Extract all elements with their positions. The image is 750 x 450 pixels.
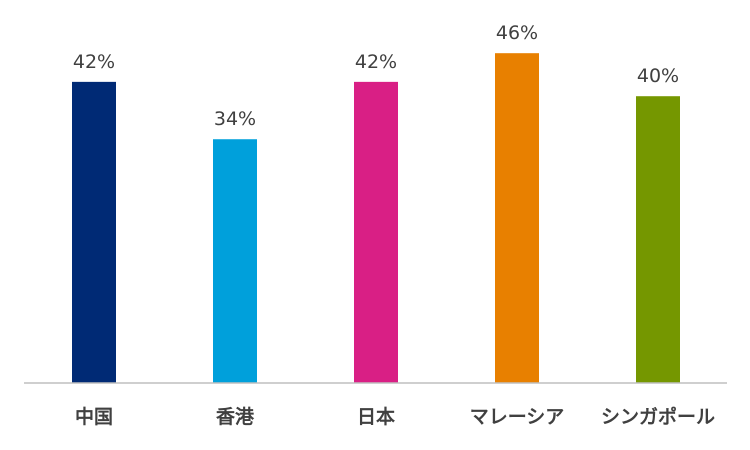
data-label-2: 34% (214, 108, 256, 130)
category-label-4: マレーシア (470, 406, 565, 428)
bar-1 (72, 81, 116, 384)
data-label-4: 46% (496, 22, 538, 44)
category-label-5: シンガポール (601, 405, 715, 428)
value-labels-group: 42% 34% 42% 46% 40% (73, 22, 679, 130)
bar-4 (495, 53, 539, 383)
category-label-3: 日本 (357, 405, 395, 428)
bars-group (72, 53, 680, 384)
bar-2 (213, 139, 257, 383)
bar-5 (636, 96, 680, 383)
category-label-2: 香港 (215, 406, 255, 428)
bar-3 (354, 81, 398, 384)
data-label-1: 42% (73, 51, 115, 73)
data-label-3: 42% (355, 51, 397, 73)
category-label-1: 中国 (75, 405, 113, 428)
category-labels-group: 中国 香港 日本 マレーシア シンガポール (75, 405, 715, 428)
data-label-5: 40% (637, 65, 679, 87)
